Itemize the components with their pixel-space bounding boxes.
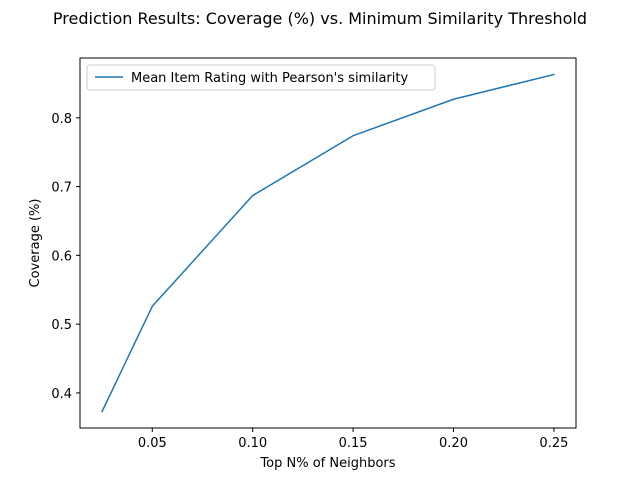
y-tick-label: 0.6	[51, 249, 72, 264]
legend: Mean Item Rating with Pearson's similari…	[86, 64, 436, 91]
y-tick-label: 0.4	[51, 387, 72, 402]
legend-entry-label: Mean Item Rating with Pearson's similari…	[131, 71, 408, 86]
series-line	[101, 73, 555, 413]
chart-title: Prediction Results: Coverage (%) vs. Min…	[53, 9, 587, 28]
y-axis-label: Coverage (%)	[28, 199, 43, 288]
legend-box	[86, 64, 436, 91]
series-layer	[101, 73, 555, 413]
x-tick-label: 0.25	[539, 436, 568, 451]
x-tick-label: 0.15	[339, 436, 368, 451]
x-axis-label: Top N% of Neighbors	[259, 456, 395, 471]
y-axis: 0.4 0.5 0.6 0.7 0.8	[51, 112, 80, 402]
y-tick-label: 0.8	[51, 112, 72, 127]
x-tick-label: 0.10	[238, 436, 267, 451]
x-tick-label: 0.20	[439, 436, 468, 451]
y-tick-label: 0.7	[51, 181, 72, 196]
x-axis: 0.05 0.10 0.15 0.20 0.25	[138, 428, 568, 451]
y-tick-label: 0.5	[51, 318, 72, 333]
plot-area-frame	[79, 57, 577, 429]
x-tick-label: 0.05	[138, 436, 167, 451]
